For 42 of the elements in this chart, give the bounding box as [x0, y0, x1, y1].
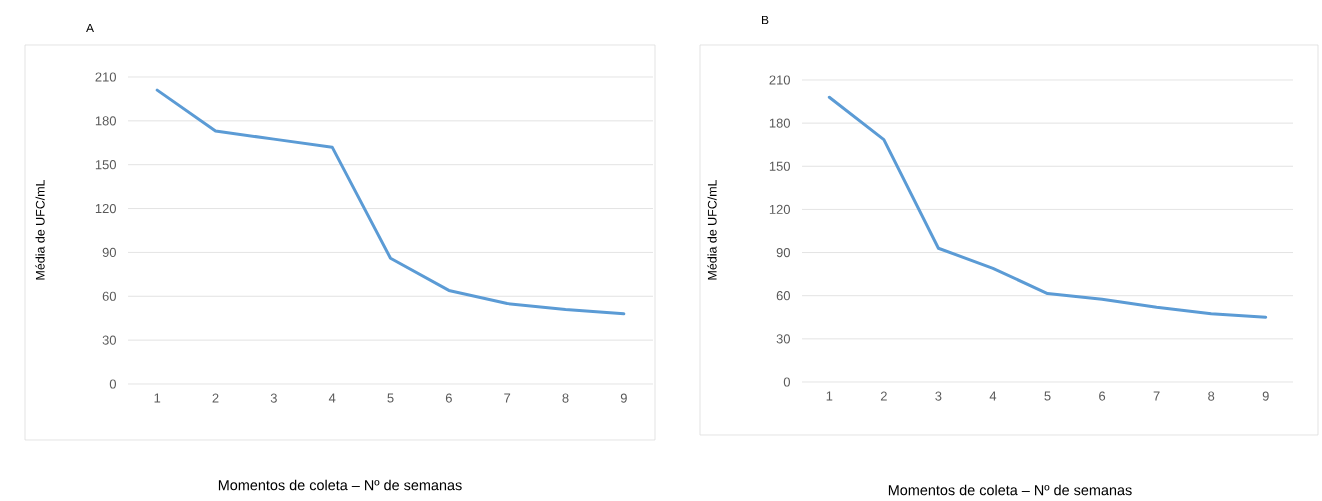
x-tick-label: 8 [1208, 391, 1215, 401]
y-tick-label: 210 [769, 75, 790, 85]
y-axis-title: Média de UFC/mL [707, 179, 717, 280]
chart-title: A [86, 23, 94, 33]
x-tick-label: 6 [1099, 391, 1106, 401]
y-tick-label: 90 [102, 247, 116, 257]
y-tick-label: 30 [776, 334, 790, 344]
line-series [155, 88, 626, 316]
chart-title: B [762, 15, 769, 25]
y-tick-label: 210 [95, 72, 116, 82]
line-series [827, 95, 1268, 319]
y-axis-title: Média de UFC/mL [35, 179, 45, 280]
x-tick-label: 3 [270, 393, 277, 403]
y-tick-label: 150 [769, 161, 790, 171]
y-tick-label: 180 [95, 116, 116, 126]
x-tick-label: 4 [328, 393, 336, 403]
y-tick-label: 120 [769, 204, 790, 214]
y-tick-label: 90 [776, 247, 790, 258]
x-tick-label: 4 [989, 391, 997, 401]
y-tick-label: 0 [109, 379, 116, 389]
x-tick-label: 1 [154, 393, 161, 403]
x-tick-label: 6 [445, 393, 452, 403]
x-tick-label: 5 [1044, 391, 1051, 401]
y-tick-label: 120 [95, 203, 116, 214]
x-tick-label: 1 [826, 391, 833, 401]
x-tick-label: 8 [562, 393, 569, 403]
x-tick-label: 7 [504, 393, 511, 403]
x-tick-label: 2 [212, 393, 219, 403]
y-tick-label: 0 [783, 377, 790, 387]
y-tick-label: 180 [769, 118, 790, 128]
y-tick-label: 150 [95, 160, 116, 170]
x-axis-title: Momentos de coleta – Nº de semanas [218, 479, 462, 491]
x-tick-label: 9 [1262, 391, 1269, 401]
y-tick-label: 60 [102, 291, 116, 301]
x-tick-label: 2 [880, 391, 887, 401]
x-tick-label: 3 [935, 391, 942, 401]
x-axis-title: Momentos de coleta – Nº de semanas [888, 484, 1132, 496]
x-tick-label: 9 [620, 393, 627, 403]
x-tick-label: 5 [387, 393, 394, 403]
y-tick-label: 60 [776, 291, 790, 301]
x-tick-label: 7 [1153, 391, 1160, 401]
y-tick-label: 30 [102, 335, 116, 345]
